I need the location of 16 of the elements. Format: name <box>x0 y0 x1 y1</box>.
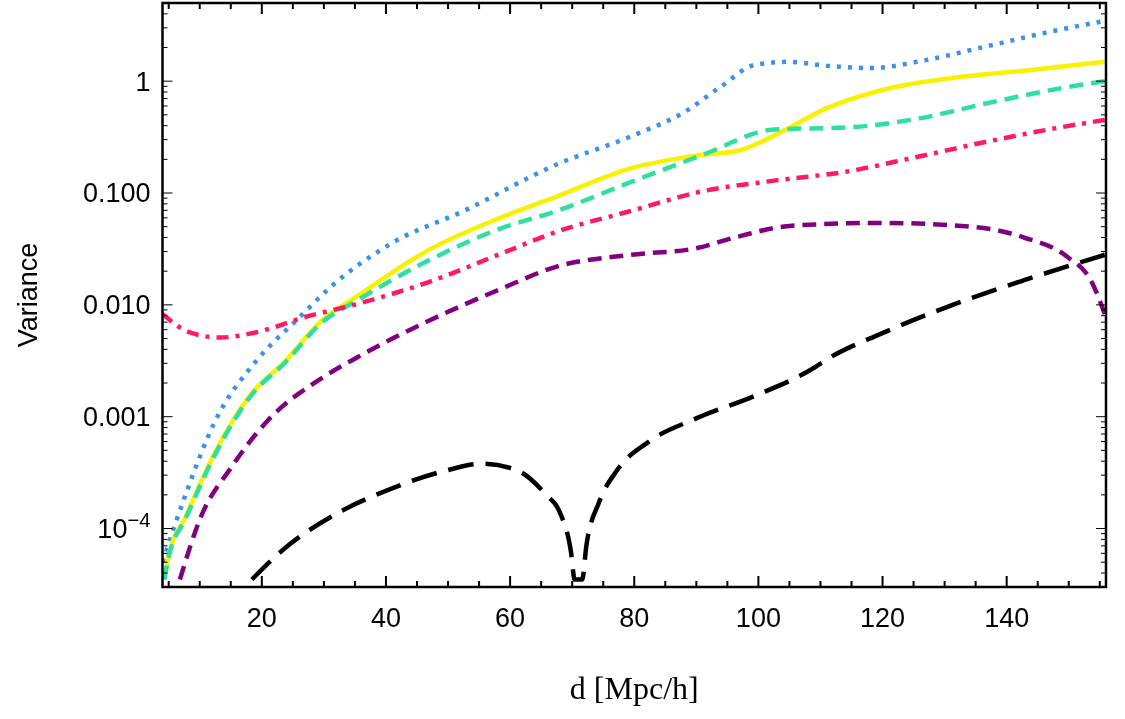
y-tick-label: 1 <box>135 66 151 97</box>
y-axis-title: Variance <box>13 242 44 348</box>
y-tick-label: 0.100 <box>82 178 151 209</box>
x-tick-label: 60 <box>495 603 526 633</box>
x-axis-title: d [Mpc/h] <box>569 670 699 706</box>
y-tick-label: 0.001 <box>82 402 151 433</box>
x-tick-label: 120 <box>860 603 906 633</box>
x-tick-label: 140 <box>984 603 1030 633</box>
y-tick-label: 0.010 <box>82 290 151 321</box>
y-tick-label: 10$^{−4}$ <box>97 508 151 544</box>
x-tick-label: 80 <box>619 603 650 633</box>
x-tick-label: 100 <box>735 603 781 633</box>
line-series <box>162 117 1106 340</box>
x-tick-label: 40 <box>370 603 401 633</box>
line-series <box>177 220 1106 582</box>
x-tick-label: 20 <box>246 603 277 633</box>
